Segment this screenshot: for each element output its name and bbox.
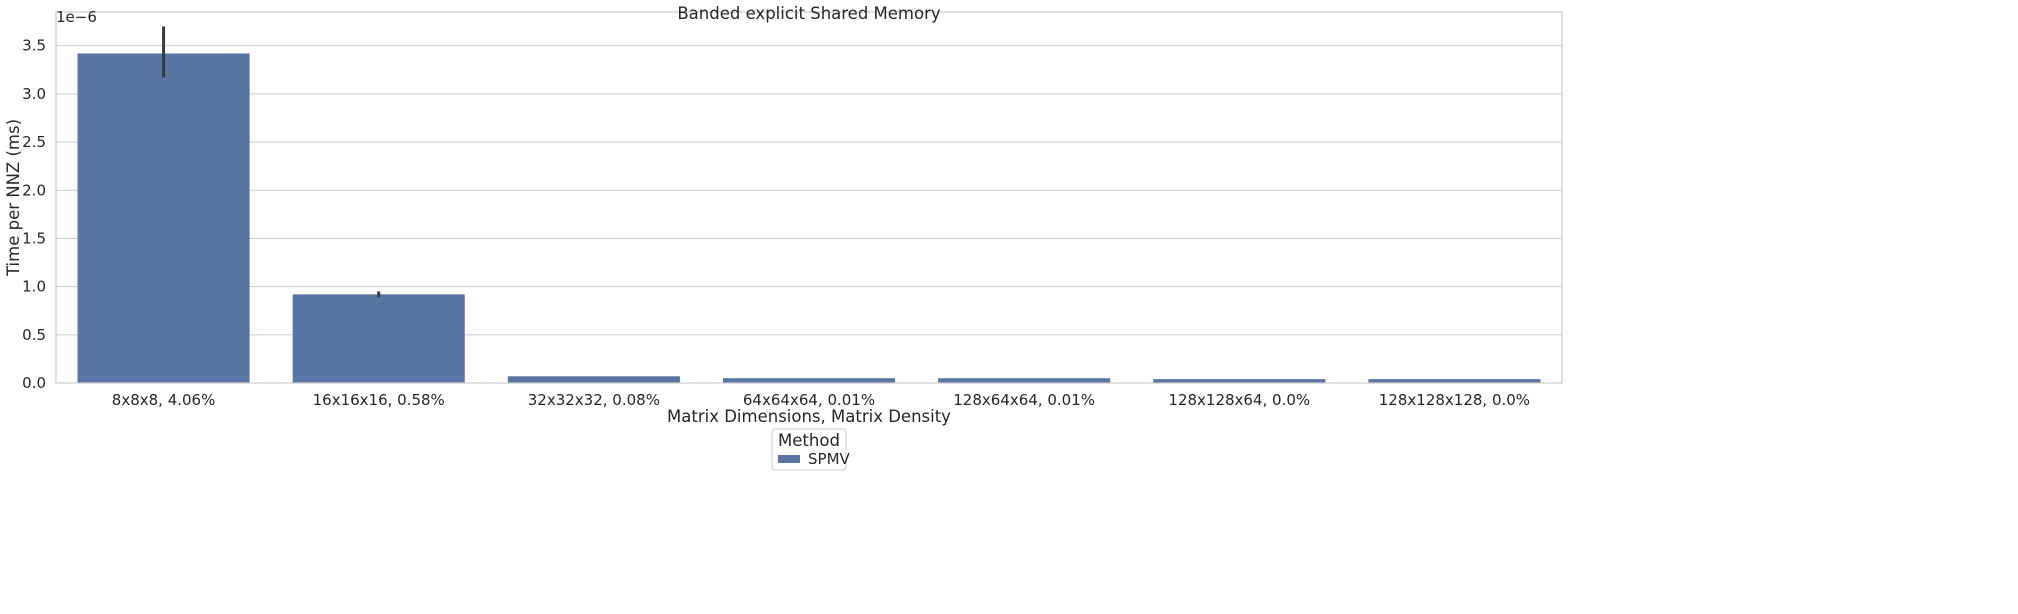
y-tick-label: 3.5 — [22, 37, 46, 55]
bar — [292, 294, 465, 383]
x-tick-labels: 8x8x8, 4.06% 16x16x16, 0.58% 32x32x32, 0.0… — [112, 391, 1530, 409]
y-tick-label: 2.5 — [22, 133, 46, 151]
bar — [507, 376, 680, 383]
y-tick-label: 1.0 — [22, 278, 46, 296]
bars — [77, 53, 1541, 383]
error-bars — [162, 26, 381, 298]
bar — [938, 378, 1111, 383]
bar — [77, 53, 250, 383]
x-tick-label: 8x8x8, 4.06% — [112, 391, 216, 409]
legend-label-spmv: SPMV — [808, 450, 851, 468]
x-tick-label: 128x128x128, 0.0% — [1379, 391, 1530, 409]
y-tick-label: 0.5 — [22, 326, 46, 344]
legend-title: Method — [778, 431, 840, 450]
x-axis-title: Matrix Dimensions, Matrix Density — [667, 407, 951, 426]
y-tick-labels: 0.0 0.5 1.0 1.5 2.0 2.5 3.0 3.5 — [22, 37, 46, 392]
legend-swatch-spmv — [778, 455, 800, 463]
x-tick-label: 64x64x64, 0.01% — [743, 391, 875, 409]
chart-title: Banded explicit Shared Memory — [677, 4, 941, 23]
bar — [1368, 379, 1541, 383]
x-tick-label: 128x128x64, 0.0% — [1168, 391, 1310, 409]
bar — [722, 378, 896, 383]
legend: Method SPMV — [771, 428, 851, 471]
bar — [1153, 379, 1326, 383]
grid-lines — [56, 45, 1562, 384]
y-tick-label: 0.0 — [22, 374, 46, 392]
y-tick-label: 3.0 — [22, 85, 46, 103]
y-offset-label: 1e−6 — [56, 8, 97, 26]
y-tick-label: 1.5 — [22, 229, 46, 247]
plot-frame — [55, 11, 1563, 384]
x-tick-label: 32x32x32, 0.08% — [528, 391, 660, 409]
y-axis-title: Time per NNZ (ms) — [4, 119, 23, 277]
x-tick-label: 16x16x16, 0.58% — [313, 391, 445, 409]
x-tick-label: 128x64x64, 0.01% — [953, 391, 1095, 409]
y-tick-label: 2.0 — [22, 181, 46, 199]
